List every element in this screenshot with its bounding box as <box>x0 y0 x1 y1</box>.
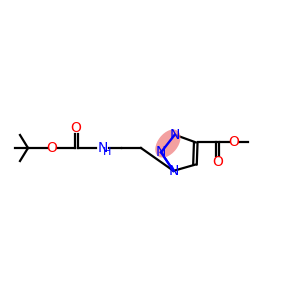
Text: H: H <box>103 147 112 157</box>
Text: N: N <box>169 128 180 142</box>
Text: N: N <box>168 164 179 178</box>
Text: N: N <box>156 145 166 159</box>
Text: O: O <box>46 141 57 155</box>
Ellipse shape <box>155 130 181 158</box>
Text: O: O <box>212 155 223 170</box>
Text: O: O <box>70 121 81 135</box>
Text: N: N <box>98 141 108 155</box>
Text: O: O <box>228 135 239 149</box>
